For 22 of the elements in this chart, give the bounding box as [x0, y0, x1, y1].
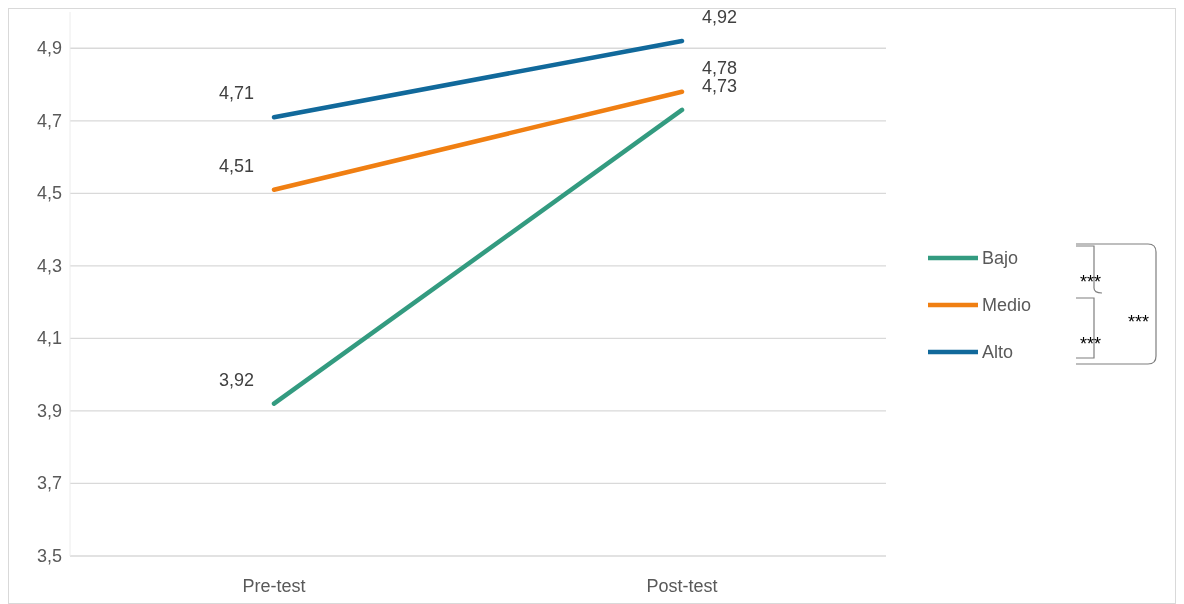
data-label: 4,73 — [702, 75, 738, 96]
text: *** — [1080, 272, 1102, 292]
y-tick-label: 4,5 — [36, 183, 62, 204]
data-label: 3,92 — [218, 369, 254, 390]
y-tick-label: 3,9 — [36, 400, 62, 421]
legend-label: Bajo — [982, 248, 1019, 268]
y-tick-label: 3,7 — [36, 473, 62, 494]
y-tick-label: 4,9 — [36, 38, 62, 59]
data-label: 4,51 — [218, 155, 254, 176]
text: *** — [1128, 312, 1150, 332]
y-tick-label: 4,3 — [36, 255, 62, 276]
data-label: 4,71 — [218, 83, 254, 104]
x-tick-label: Post-test — [646, 576, 718, 596]
legend-label: Alto — [982, 342, 1014, 362]
legend-label: Medio — [982, 295, 1032, 315]
text: *** — [1080, 334, 1102, 354]
data-label: 4,78 — [702, 57, 738, 78]
x-tick-label: Pre-test — [242, 576, 306, 596]
y-tick-label: 4,1 — [36, 328, 62, 349]
data-label: 4,92 — [702, 7, 738, 28]
y-tick-label: 4,7 — [36, 110, 62, 131]
y-tick-label: 3,5 — [36, 546, 62, 566]
